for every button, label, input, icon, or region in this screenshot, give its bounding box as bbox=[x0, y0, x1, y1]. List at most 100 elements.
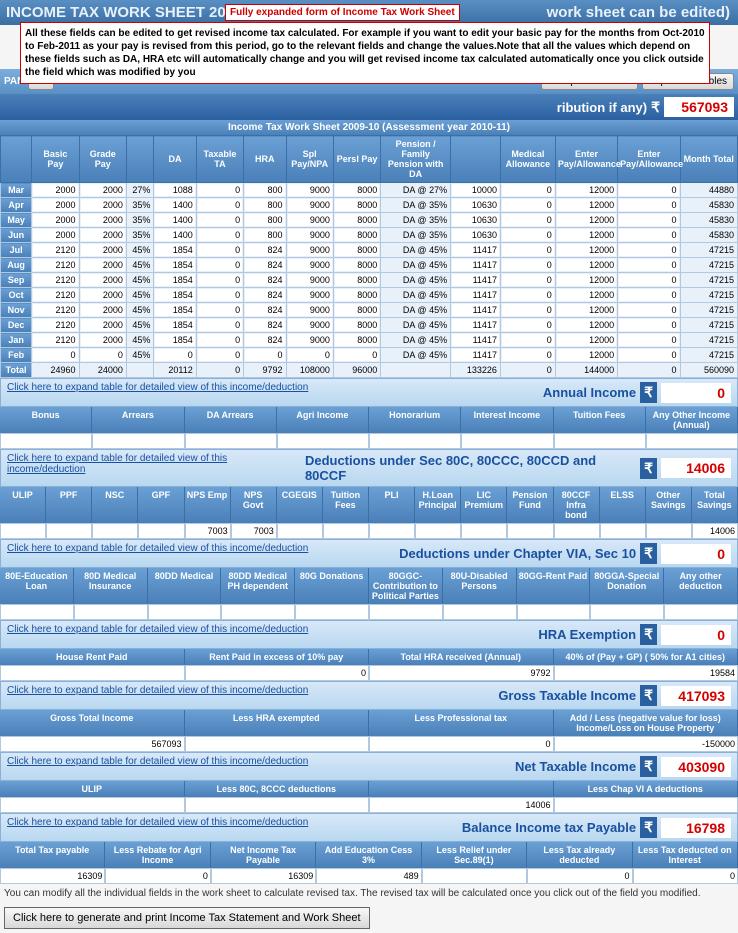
cell-input[interactable] bbox=[557, 229, 616, 241]
cell-input[interactable] bbox=[81, 319, 125, 331]
cell-input[interactable] bbox=[502, 229, 554, 241]
expand-section-link[interactable]: Click here to expand table for detailed … bbox=[0, 681, 738, 710]
field-input[interactable] bbox=[665, 605, 737, 619]
field-input[interactable] bbox=[1, 869, 104, 883]
cell-input[interactable] bbox=[452, 304, 499, 316]
cell-input[interactable] bbox=[288, 334, 332, 346]
cell-input[interactable] bbox=[619, 214, 678, 226]
cell-input[interactable] bbox=[557, 199, 616, 211]
cell-input[interactable] bbox=[288, 199, 332, 211]
cell-input[interactable] bbox=[198, 214, 242, 226]
cell-input[interactable] bbox=[198, 199, 242, 211]
cell-input[interactable] bbox=[198, 244, 242, 256]
cell-input[interactable] bbox=[452, 319, 499, 331]
field-input[interactable] bbox=[186, 434, 276, 448]
cell-input[interactable] bbox=[619, 244, 678, 256]
field-input[interactable] bbox=[423, 869, 526, 883]
cell-input[interactable] bbox=[155, 274, 194, 286]
cell-input[interactable] bbox=[335, 304, 379, 316]
field-input[interactable] bbox=[462, 524, 506, 538]
cell-input[interactable] bbox=[33, 229, 77, 241]
expand-section-link[interactable]: Click here to expand table for detailed … bbox=[0, 813, 738, 842]
cell-input[interactable] bbox=[81, 184, 125, 196]
cell-input[interactable] bbox=[81, 229, 125, 241]
cell-input[interactable] bbox=[619, 199, 678, 211]
field-input[interactable] bbox=[278, 434, 368, 448]
field-input[interactable] bbox=[47, 524, 91, 538]
cell-input[interactable] bbox=[245, 214, 284, 226]
cell-input[interactable] bbox=[198, 259, 242, 271]
cell-input[interactable] bbox=[81, 274, 125, 286]
cell-input[interactable] bbox=[335, 259, 379, 271]
cell-input[interactable] bbox=[502, 304, 554, 316]
cell-input[interactable] bbox=[335, 319, 379, 331]
field-input[interactable] bbox=[324, 524, 368, 538]
cell-input[interactable] bbox=[619, 289, 678, 301]
cell-input[interactable] bbox=[81, 289, 125, 301]
cell-input[interactable] bbox=[155, 319, 194, 331]
field-input[interactable] bbox=[186, 798, 369, 812]
field-input[interactable] bbox=[647, 434, 737, 448]
field-input[interactable] bbox=[634, 869, 737, 883]
cell-input[interactable] bbox=[198, 349, 242, 361]
cell-input[interactable] bbox=[619, 259, 678, 271]
cell-input[interactable] bbox=[452, 259, 499, 271]
cell-input[interactable] bbox=[557, 259, 616, 271]
cell-input[interactable] bbox=[81, 214, 125, 226]
cell-input[interactable] bbox=[335, 214, 379, 226]
cell-input[interactable] bbox=[81, 244, 125, 256]
field-input[interactable] bbox=[444, 605, 516, 619]
field-input[interactable] bbox=[317, 869, 420, 883]
field-input[interactable] bbox=[139, 524, 183, 538]
cell-input[interactable] bbox=[155, 289, 194, 301]
cell-input[interactable] bbox=[155, 259, 194, 271]
cell-input[interactable] bbox=[452, 334, 499, 346]
cell-input[interactable] bbox=[245, 274, 284, 286]
field-input[interactable] bbox=[1, 524, 45, 538]
field-input[interactable] bbox=[370, 434, 460, 448]
field-input[interactable] bbox=[93, 524, 137, 538]
cell-input[interactable] bbox=[619, 349, 678, 361]
field-input[interactable] bbox=[462, 434, 552, 448]
field-input[interactable] bbox=[93, 434, 183, 448]
cell-input[interactable] bbox=[198, 274, 242, 286]
cell-input[interactable] bbox=[557, 274, 616, 286]
cell-input[interactable] bbox=[288, 349, 332, 361]
field-input[interactable] bbox=[212, 869, 315, 883]
cell-input[interactable] bbox=[557, 304, 616, 316]
field-input[interactable] bbox=[186, 737, 369, 751]
field-input[interactable] bbox=[186, 524, 230, 538]
cell-input[interactable] bbox=[245, 199, 284, 211]
generate-button[interactable]: Click here to generate and print Income … bbox=[4, 907, 370, 929]
cell-input[interactable] bbox=[81, 304, 125, 316]
cell-input[interactable] bbox=[502, 244, 554, 256]
cell-input[interactable] bbox=[33, 304, 77, 316]
cell-input[interactable] bbox=[155, 184, 194, 196]
cell-input[interactable] bbox=[452, 274, 499, 286]
cell-input[interactable] bbox=[335, 334, 379, 346]
cell-input[interactable] bbox=[502, 289, 554, 301]
cell-input[interactable] bbox=[335, 199, 379, 211]
field-input[interactable] bbox=[232, 524, 276, 538]
cell-input[interactable] bbox=[619, 229, 678, 241]
field-input[interactable] bbox=[278, 524, 322, 538]
cell-input[interactable] bbox=[288, 274, 332, 286]
cell-input[interactable] bbox=[335, 289, 379, 301]
expand-section-link[interactable]: Click here to expand table for detailed … bbox=[0, 539, 738, 568]
field-input[interactable] bbox=[296, 605, 368, 619]
cell-input[interactable] bbox=[33, 289, 77, 301]
field-input[interactable] bbox=[1, 434, 91, 448]
field-input[interactable] bbox=[370, 737, 553, 751]
cell-input[interactable] bbox=[288, 319, 332, 331]
field-input[interactable] bbox=[370, 524, 414, 538]
field-input[interactable] bbox=[1, 798, 184, 812]
cell-input[interactable] bbox=[198, 334, 242, 346]
cell-input[interactable] bbox=[335, 244, 379, 256]
field-input[interactable] bbox=[186, 666, 369, 680]
field-input[interactable] bbox=[370, 798, 553, 812]
field-input[interactable] bbox=[508, 524, 552, 538]
field-input[interactable] bbox=[106, 869, 209, 883]
expand-section-link[interactable]: Click here to expand table for detailed … bbox=[0, 378, 738, 407]
field-input[interactable] bbox=[555, 737, 738, 751]
cell-input[interactable] bbox=[245, 259, 284, 271]
